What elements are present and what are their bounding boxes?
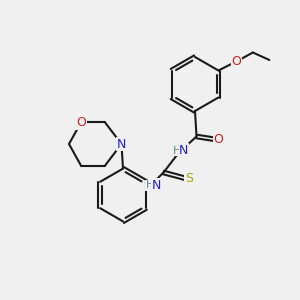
Text: N: N <box>117 137 126 151</box>
Text: N: N <box>152 179 161 192</box>
Text: N: N <box>179 144 189 157</box>
Text: S: S <box>185 172 193 185</box>
Text: H: H <box>146 180 154 190</box>
Text: O: O <box>213 133 223 146</box>
Text: O: O <box>231 55 241 68</box>
Text: N: N <box>117 137 126 151</box>
Text: O: O <box>76 116 86 129</box>
Text: H: H <box>173 146 181 156</box>
